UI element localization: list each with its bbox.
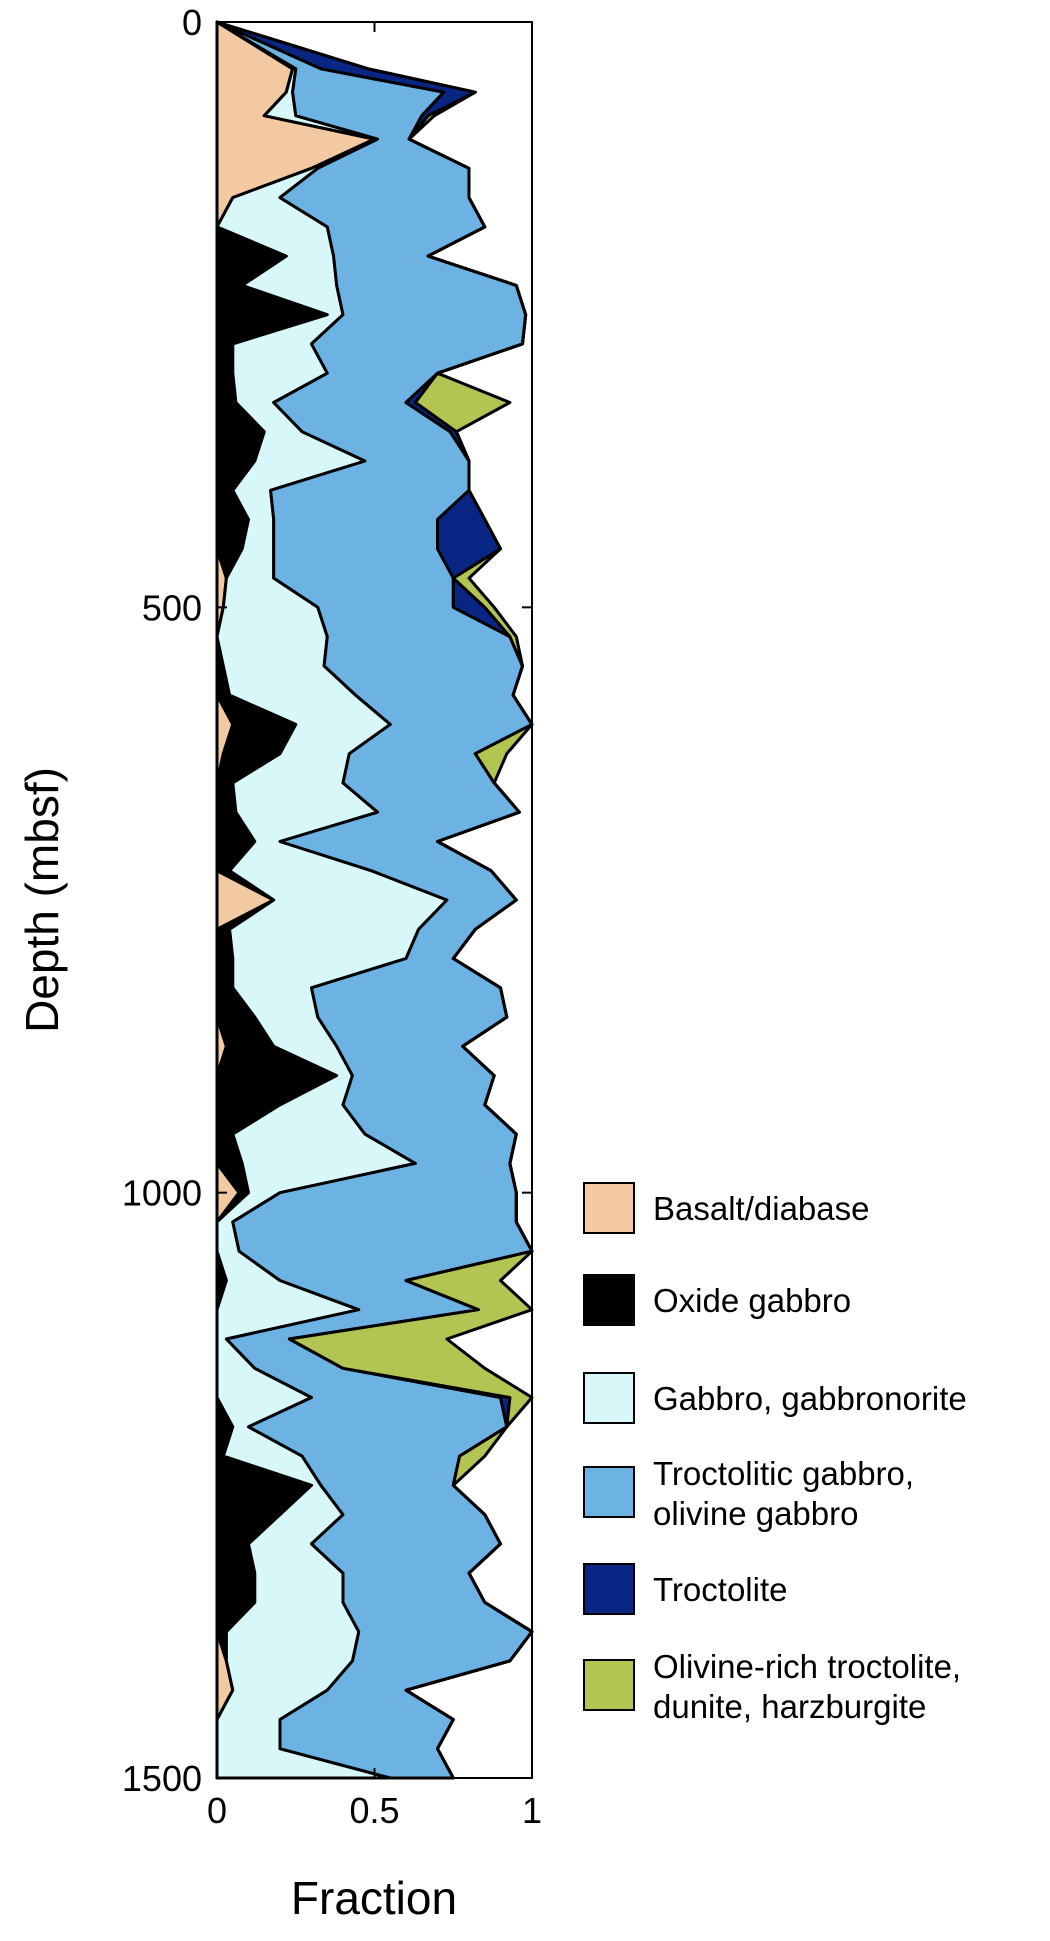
y-axis-label: Depth (mbsf) bbox=[16, 767, 68, 1033]
legend-label: olivine gabbro bbox=[653, 1495, 858, 1532]
stacked-area-layers bbox=[215, 20, 534, 1780]
legend: Basalt/diabase Oxide gabbro Gabbro, gabbro… bbox=[583, 1182, 967, 1725]
x-tick-label: 0 bbox=[207, 1790, 227, 1831]
x-axis-label: Fraction bbox=[291, 1872, 457, 1924]
legend-item-gabbro-gabbronorite: Gabbro, gabbronorite bbox=[583, 1372, 967, 1424]
legend-swatch bbox=[583, 1659, 635, 1711]
legend-swatch bbox=[583, 1372, 635, 1424]
legend-swatch bbox=[583, 1182, 635, 1234]
x-tick-label: 0.5 bbox=[349, 1790, 399, 1831]
legend-label: Troctolite bbox=[653, 1571, 787, 1608]
legend-label: Basalt/diabase bbox=[653, 1190, 869, 1227]
legend-swatch bbox=[583, 1274, 635, 1326]
legend-label: Oxide gabbro bbox=[653, 1282, 851, 1319]
legend-item-basalt-diabase: Basalt/diabase bbox=[583, 1182, 869, 1234]
legend-label: Troctolitic gabbro, bbox=[653, 1455, 914, 1492]
legend-label: Gabbro, gabbronorite bbox=[653, 1380, 967, 1417]
legend-label: dunite, harzburgite bbox=[653, 1688, 926, 1725]
y-tick-label: 500 bbox=[142, 587, 202, 628]
legend-swatch bbox=[583, 1563, 635, 1615]
legend-item-troctolitic-gabbro-olivine-gabbro: Troctolitic gabbro,olivine gabbro bbox=[583, 1455, 914, 1532]
y-tick-label: 0 bbox=[182, 2, 202, 43]
legend-item-olivine-rich-troctolite-dunite-harzburgite: Olivine-rich troctolite,dunite, harzburg… bbox=[583, 1648, 961, 1725]
legend-label: Olivine-rich troctolite, bbox=[653, 1648, 961, 1685]
x-tick-label: 1 bbox=[522, 1790, 542, 1831]
legend-swatch bbox=[583, 1466, 635, 1518]
legend-item-troctolite: Troctolite bbox=[583, 1563, 787, 1615]
legend-item-oxide-gabbro: Oxide gabbro bbox=[583, 1274, 851, 1326]
y-tick-label: 1000 bbox=[122, 1173, 202, 1214]
y-tick-label: 1500 bbox=[122, 1758, 202, 1799]
